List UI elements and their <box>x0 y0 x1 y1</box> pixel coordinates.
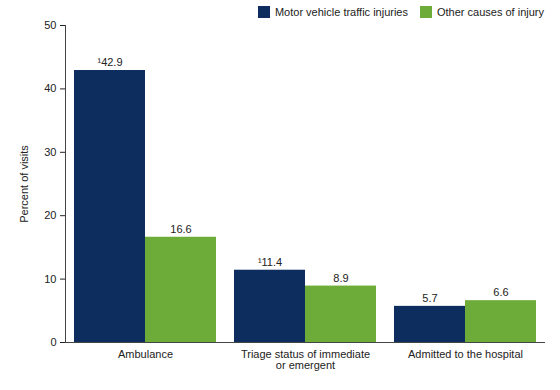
svg-text:16.6: 16.6 <box>170 223 191 235</box>
svg-text:¹11.4: ¹11.4 <box>258 256 282 268</box>
svg-text:Ambulance: Ambulance <box>118 348 173 360</box>
svg-text:50: 50 <box>44 19 56 31</box>
svg-text:8.9: 8.9 <box>333 272 348 284</box>
html-text:Motor vehicle traffic injuries: Motor vehicle traffic injuries <box>274 6 408 18</box>
svg-text:30: 30 <box>44 146 56 158</box>
svg-text:Admitted to the hospital: Admitted to the hospital <box>408 348 523 360</box>
svg-text:40: 40 <box>44 82 56 94</box>
svg-text:5.7: 5.7 <box>422 292 437 304</box>
svg-text:0: 0 <box>50 336 56 348</box>
svg-text:Triage status of immediateor e: Triage status of immediateor emergent <box>241 348 370 371</box>
html-text:Other causes of injury: Other causes of injury <box>437 6 544 18</box>
svg-text:20: 20 <box>44 209 56 221</box>
svg-text:Percent of visits: Percent of visits <box>18 145 30 223</box>
svg-text:6.6: 6.6 <box>493 286 508 298</box>
svg-text:10: 10 <box>44 273 56 285</box>
svg-text:¹42.9: ¹42.9 <box>97 56 122 68</box>
